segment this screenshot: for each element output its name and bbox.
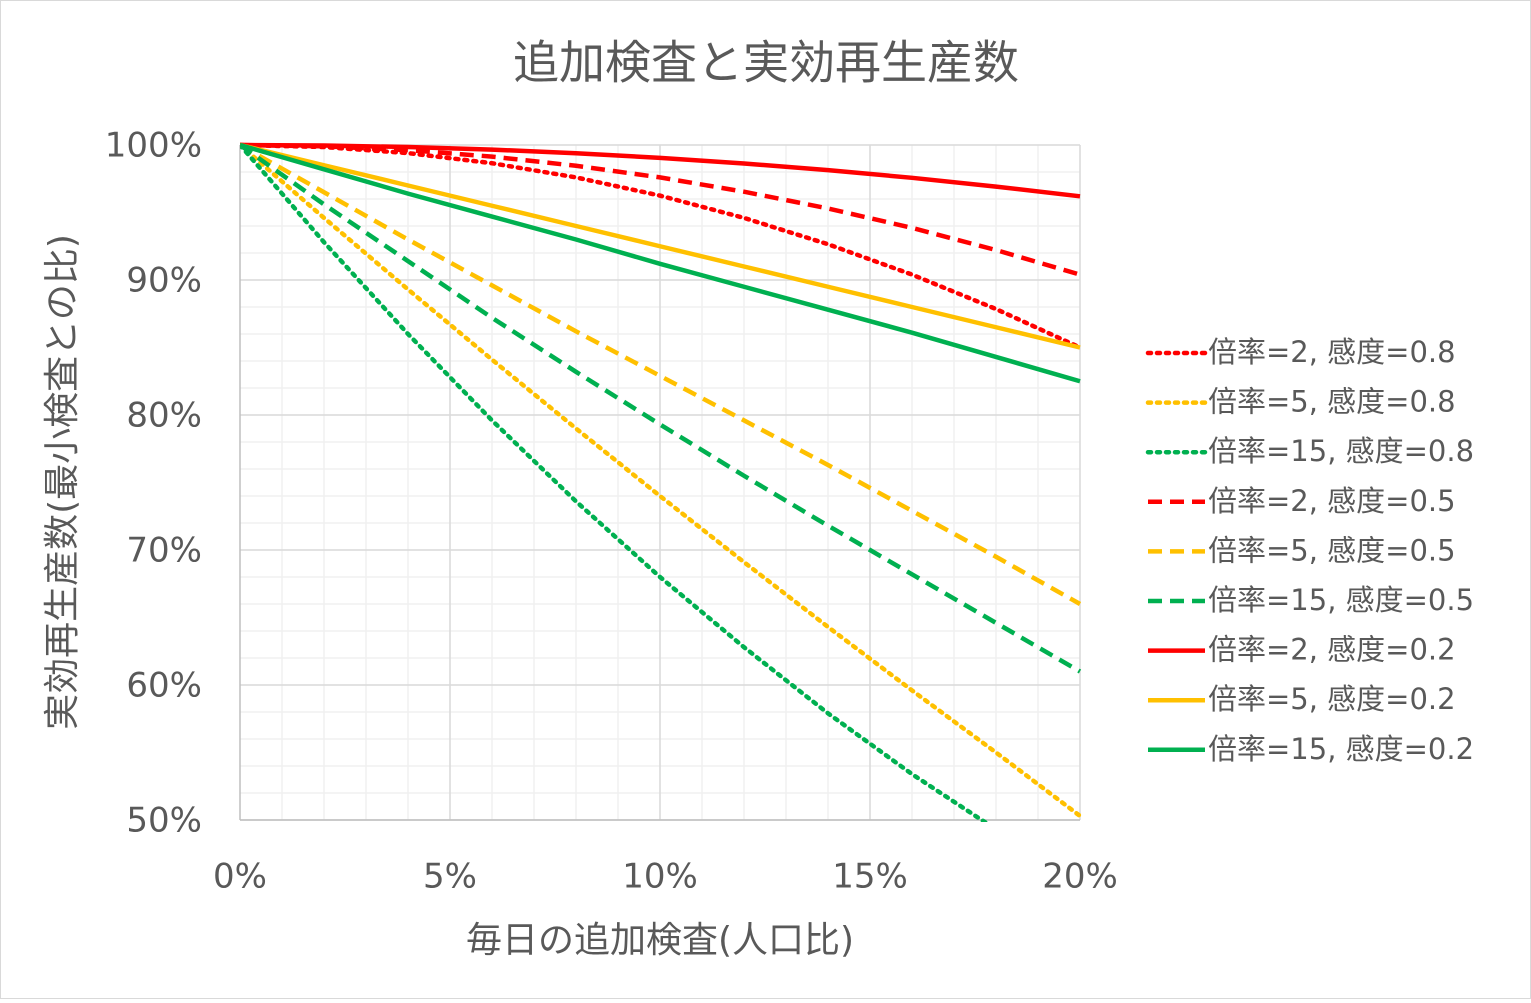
- series-line: [240, 142, 989, 822]
- y-tick-label: 90%: [126, 261, 202, 301]
- plot: [240, 142, 1083, 822]
- legend-label: 倍率=2, 感度=0.5: [1208, 484, 1456, 518]
- x-tick-label: 10%: [622, 857, 698, 897]
- x-axis-title: 毎日の追加検査(人口比): [466, 920, 854, 961]
- legend-label: 倍率=5, 感度=0.8: [1208, 385, 1456, 419]
- series-line: [240, 142, 1081, 384]
- series-line: [240, 143, 1082, 606]
- x-tick-label: 15%: [832, 857, 908, 897]
- y-axis-title: 実効再生産数(最小検査との比): [42, 234, 83, 730]
- legend-label: 倍率=15, 感度=0.2: [1208, 732, 1474, 766]
- legend-label: 倍率=5, 感度=0.2: [1208, 682, 1456, 716]
- y-tick-label: 50%: [126, 801, 202, 841]
- legend-label: 倍率=15, 感度=0.5: [1208, 583, 1474, 617]
- x-tick-label: 0%: [213, 857, 267, 897]
- chart-title: 追加検査と実効再生産数: [513, 36, 1019, 90]
- x-tick-label: 5%: [423, 857, 477, 897]
- series-line: [240, 142, 1083, 819]
- series-line: [240, 142, 1081, 277]
- y-tick-label: 100%: [105, 126, 202, 166]
- series-line: [240, 142, 1081, 199]
- y-tick-label: 80%: [126, 396, 202, 436]
- legend-label: 倍率=15, 感度=0.8: [1208, 434, 1474, 468]
- legend-label: 倍率=2, 感度=0.8: [1208, 335, 1456, 369]
- series-line: [240, 142, 1081, 350]
- x-tick-label: 20%: [1042, 857, 1118, 897]
- legend-label: 倍率=2, 感度=0.2: [1208, 633, 1456, 667]
- y-tick-label: 60%: [126, 666, 202, 706]
- legend-label: 倍率=5, 感度=0.5: [1208, 533, 1456, 567]
- y-tick-label: 70%: [126, 531, 202, 571]
- legend: 倍率=2, 感度=0.8 倍率=5, 感度=0.8 倍率=15, 感度=0.8 倍率=…: [1145, 335, 1474, 766]
